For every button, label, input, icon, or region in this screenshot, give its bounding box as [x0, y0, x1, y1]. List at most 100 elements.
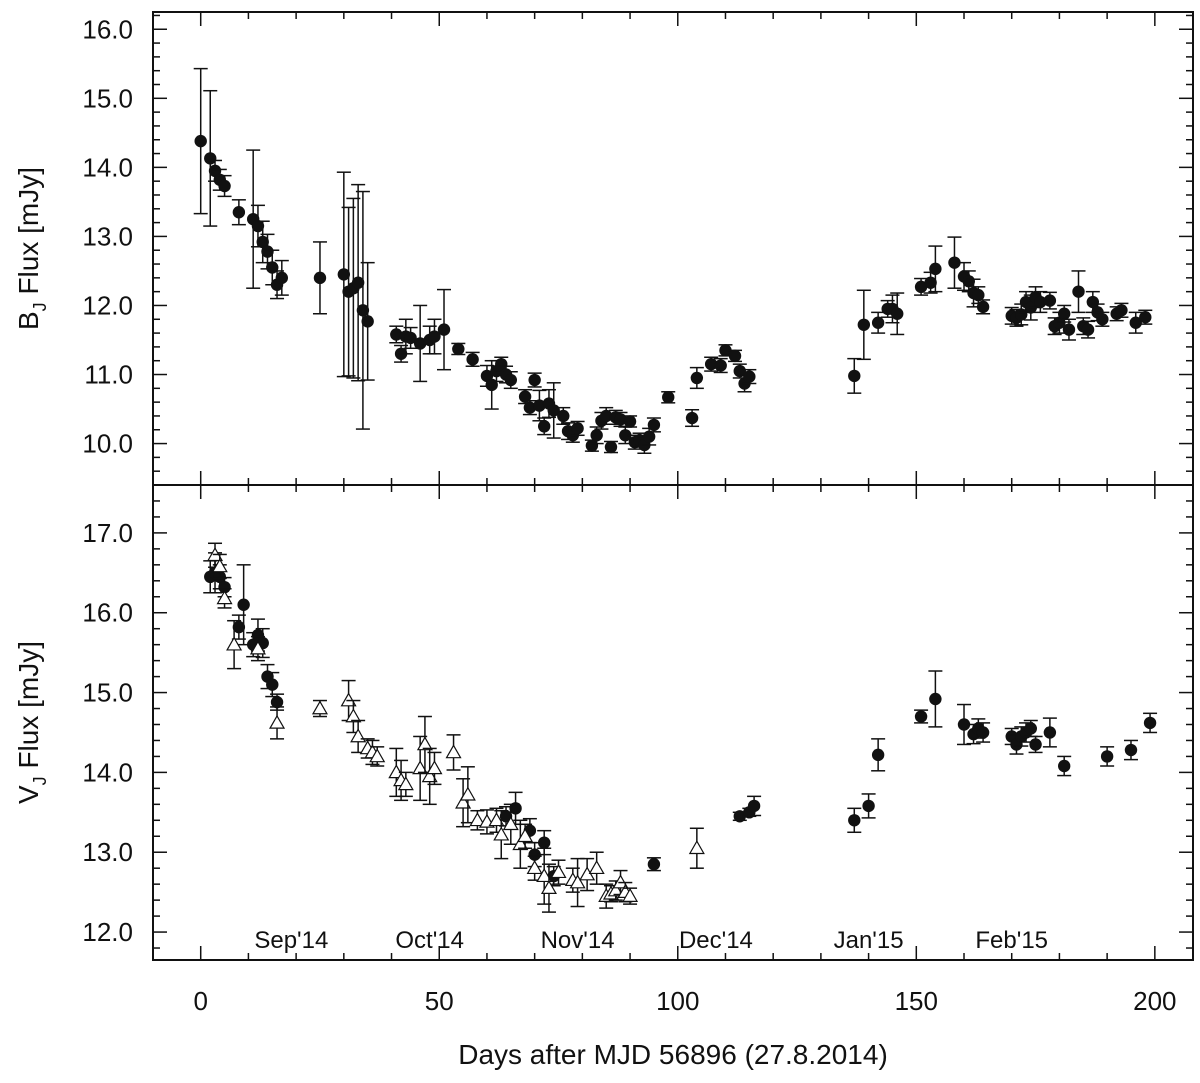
data-point-circle [728, 349, 742, 363]
data-point-circle [848, 814, 861, 827]
x-tick-label: 150 [895, 986, 938, 1016]
y-tick-label: 13.0 [82, 221, 133, 251]
data-point-circle [747, 799, 761, 813]
data-point-circle [1034, 295, 1047, 309]
data-point-triangle [397, 776, 414, 791]
data-point-circle [733, 810, 746, 823]
month-label: Feb'15 [975, 927, 1048, 954]
data-point-triangle [455, 794, 472, 809]
data-point-circle [495, 357, 508, 371]
data-point-triangle [459, 786, 476, 801]
data-point-circle [266, 678, 279, 691]
data-point-circle [1096, 313, 1109, 326]
series-open-triangles [206, 542, 705, 913]
data-point-triangle [426, 760, 443, 775]
data-point-circle [1143, 716, 1157, 730]
data-point-circle [914, 280, 928, 294]
data-point-circle [537, 836, 551, 849]
data-point-triangle [469, 812, 486, 827]
data-point-circle [704, 357, 718, 371]
data-point-circle [390, 328, 403, 341]
data-point-circle [204, 152, 217, 165]
data-point-triangle [445, 744, 462, 759]
data-point-circle [1081, 323, 1095, 336]
data-point-circle [719, 344, 732, 357]
data-point-circle [619, 429, 632, 442]
data-point-triangle [622, 887, 639, 902]
data-point-circle [1043, 726, 1057, 739]
data-point-triangle [345, 708, 362, 723]
data-point-triangle [211, 558, 228, 573]
data-point-circle [509, 802, 522, 815]
data-point-circle [251, 219, 265, 233]
data-point-circle [452, 342, 465, 356]
data-point-circle [585, 439, 599, 452]
data-point-circle [523, 401, 537, 414]
y-axis-label-rest: Flux [mJy] [13, 641, 44, 776]
data-point-circle [1024, 722, 1037, 735]
data-point-circle [1043, 294, 1057, 307]
y-axis-label-sub: J [30, 776, 50, 785]
y-axis-label-rest: Flux [mJy] [13, 167, 44, 302]
x-axis-label: Days after MJD 56896 (27.8.2014) [458, 1039, 888, 1070]
data-point-circle [647, 858, 661, 871]
data-point-circle [218, 179, 231, 193]
x-tick-label: 50 [425, 986, 454, 1016]
data-point-circle [871, 316, 885, 329]
data-point-circle [1129, 316, 1142, 329]
data-point-triangle [412, 760, 429, 775]
data-point-circle [275, 271, 289, 285]
data-point-triangle [416, 736, 433, 751]
data-point-circle [924, 276, 937, 289]
panel-top-bj-flux: 10.0 11.0 12.0 13.0 14.0 15.0 16.0 BJ Flux [mJy… [13, 11, 1194, 486]
data-point-triangle [311, 700, 329, 715]
y-tick-label: 16.0 [82, 598, 133, 628]
data-point-circle [929, 692, 942, 706]
data-point-circle [557, 409, 570, 423]
data-point-circle [743, 370, 756, 383]
month-label: Sep'14 [254, 927, 328, 954]
data-point-circle [504, 373, 517, 387]
data-point-triangle [421, 768, 438, 783]
data-point-circle [232, 206, 246, 219]
series-filled-circles [203, 552, 1158, 887]
y-axis-label-sub: J [30, 302, 50, 311]
data-point-circle [690, 371, 704, 385]
data-point-circle [948, 256, 961, 269]
data-point-circle [1072, 285, 1085, 298]
data-point-triangle [269, 714, 286, 729]
data-point-circle [237, 598, 250, 611]
panel-bottom-vj-flux: 12.0 13.0 14.0 15.0 16.0 17.0 VJ Flux [mJy] Sep… [13, 484, 1194, 961]
data-point-circle [356, 304, 370, 317]
data-point-circle [218, 580, 231, 594]
data-point-triangle [512, 836, 529, 851]
data-point-circle [857, 318, 871, 332]
data-point-triangle [540, 879, 557, 895]
data-point-circle [361, 315, 374, 328]
month-label: Dec'14 [679, 927, 753, 954]
data-point-circle [351, 276, 365, 289]
data-point-circle [862, 799, 875, 813]
x-tick-label: 200 [1133, 986, 1176, 1016]
data-point-circle [571, 422, 584, 435]
data-point-circle [466, 353, 479, 366]
data-point-circle [733, 364, 746, 378]
month-label: Jan'15 [834, 927, 904, 954]
y-axis-label: BJ Flux [mJy] [13, 167, 50, 330]
data-point-circle [647, 418, 661, 432]
data-point-circle [590, 429, 603, 442]
data-point-circle [972, 288, 985, 302]
y-tick-label: 11.0 [84, 360, 133, 390]
data-point-circle [313, 271, 327, 285]
data-point-circle [714, 359, 727, 372]
data-point-triangle [526, 859, 543, 875]
data-point-circle [270, 695, 284, 709]
data-point-circle [957, 718, 971, 731]
x-tick-label: 100 [656, 986, 699, 1016]
month-label: Nov'14 [541, 927, 615, 954]
data-point-triangle [488, 812, 505, 827]
data-point-circle [1115, 304, 1128, 317]
data-point-circle [261, 245, 274, 258]
data-point-triangle [369, 748, 386, 763]
